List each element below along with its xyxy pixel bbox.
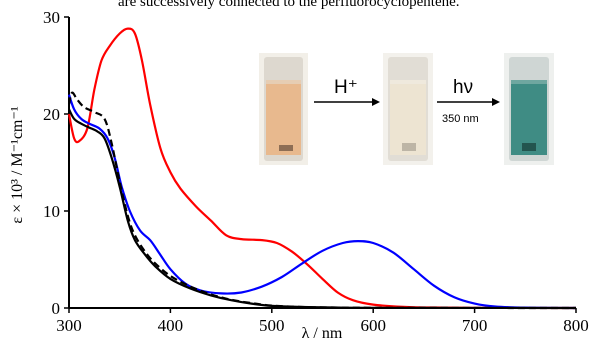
vial-2 [383, 53, 433, 165]
curves [67, 27, 577, 310]
vial-1-liquid [266, 83, 301, 155]
y-tick-label: 30 [43, 8, 60, 27]
x-tick-label: 800 [563, 316, 589, 335]
arrow-2-label: hν [453, 77, 473, 98]
x-tick-label: 500 [259, 316, 285, 335]
vial-3 [504, 53, 554, 165]
arrow-2: hν 350 nm [437, 77, 500, 125]
y-tick-label: 0 [52, 299, 61, 318]
x-tick-label: 400 [158, 316, 184, 335]
ticks [64, 16, 577, 313]
tick-labels: 300 400 500 600 700 800 0 10 20 30 [43, 8, 589, 335]
x-tick-label: 300 [56, 316, 82, 335]
photo-inset: H⁺ hν 350 nm [259, 53, 554, 165]
caption-fragment: are successively connected to the perflu… [118, 0, 460, 10]
x-tick-label: 600 [360, 316, 386, 335]
arrow-1: H⁺ [314, 77, 380, 106]
vial-1 [259, 53, 308, 165]
series-blue-curve [67, 94, 577, 310]
y-tick-label: 20 [43, 105, 60, 124]
x-tick-label: 700 [462, 316, 488, 335]
x-axis-label: λ / nm [302, 325, 343, 342]
series-black-dashed-curve [67, 91, 577, 310]
y-tick-label: 10 [43, 202, 60, 221]
arrow-1-label: H⁺ [334, 77, 358, 98]
series-red-curve [67, 27, 577, 310]
y-axis-label: ε × 10³ / M⁻¹cm⁻¹ [9, 106, 26, 223]
arrow-2-sublabel: 350 nm [442, 113, 479, 125]
plot-area: 300 400 500 600 700 800 0 10 20 30 [43, 8, 589, 335]
